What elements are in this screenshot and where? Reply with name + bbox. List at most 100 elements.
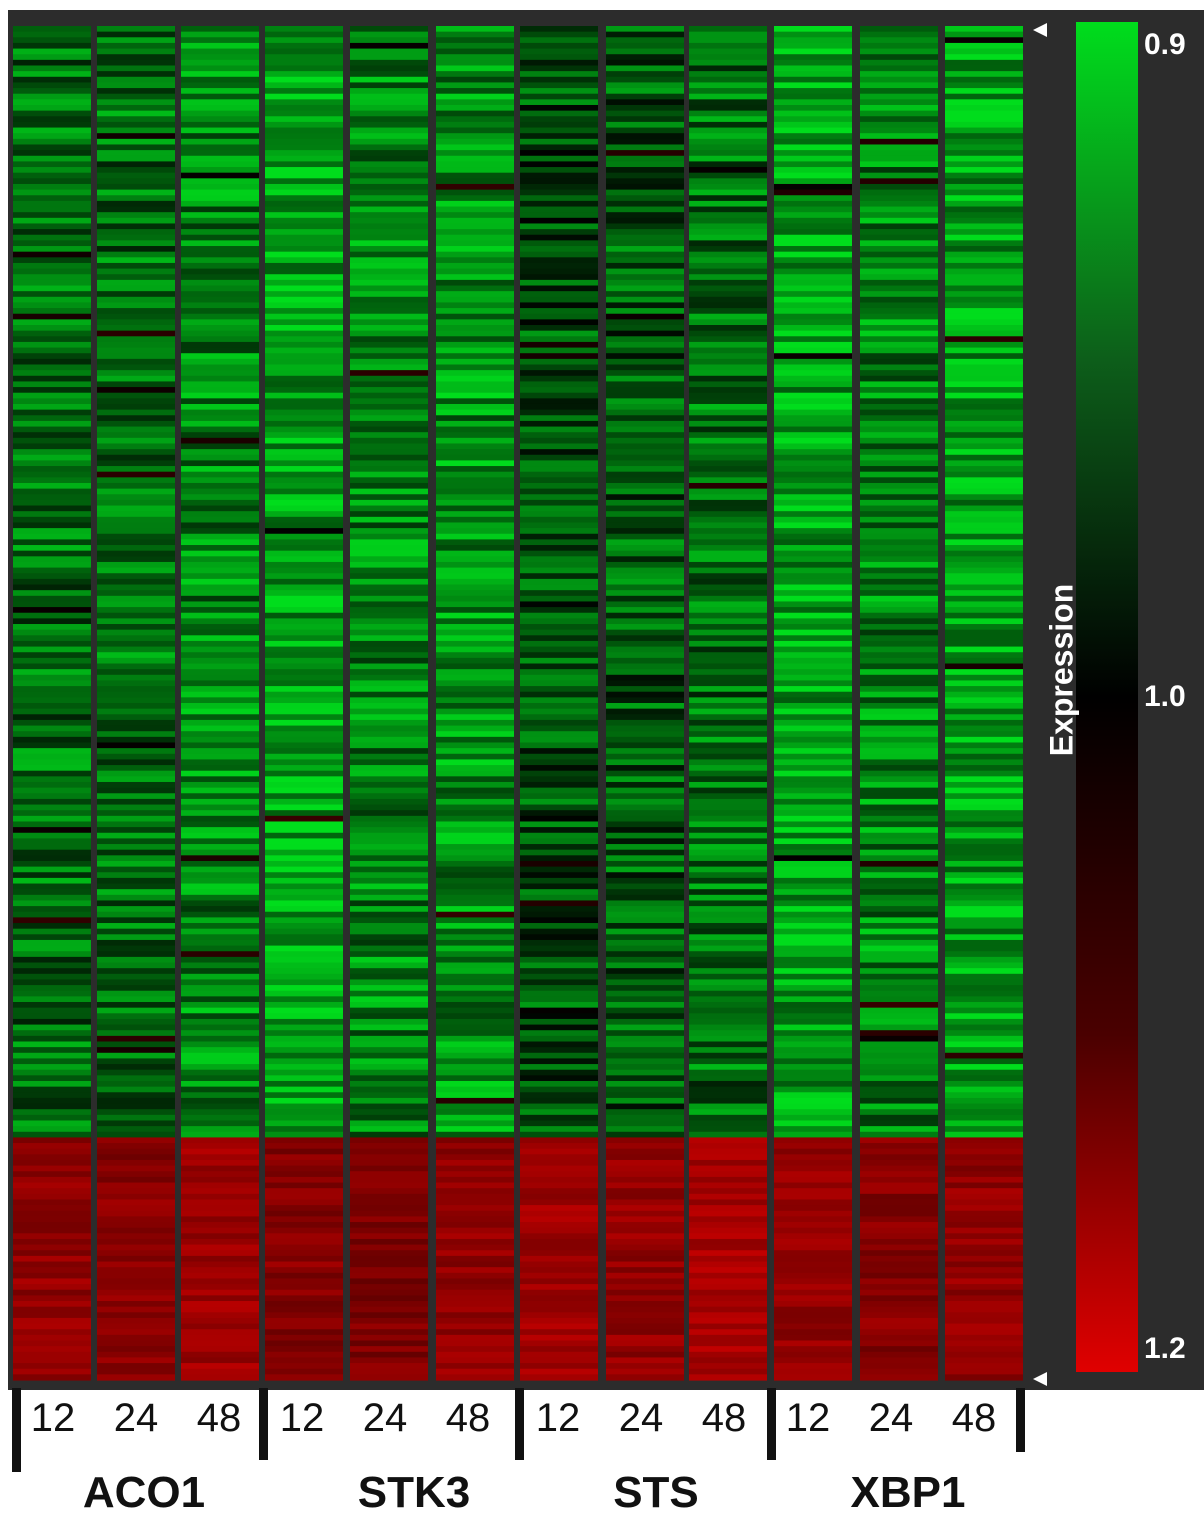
heatmap-cell — [350, 533, 428, 540]
heatmap-cell — [350, 1080, 428, 1088]
heatmap-cell — [606, 1188, 684, 1195]
heatmap-cell — [13, 1035, 91, 1043]
heatmap-cell — [689, 223, 767, 230]
heatmap-cell — [689, 595, 767, 603]
heatmap-cell — [606, 167, 684, 174]
heatmap-cell — [689, 838, 767, 845]
heatmap-cell — [520, 962, 598, 969]
heatmap-cell — [181, 200, 259, 208]
heatmap-cell — [265, 511, 343, 518]
heatmap-cell — [265, 590, 343, 597]
heatmap-cell — [181, 697, 259, 704]
heatmap-cell — [350, 968, 428, 975]
heatmap-cell — [181, 1075, 259, 1082]
heatmap-cell — [13, 956, 91, 964]
heatmap-cell — [13, 1052, 91, 1060]
heatmap-cell — [945, 635, 1023, 642]
heatmap-cell — [436, 443, 514, 450]
heatmap-cell — [13, 990, 91, 997]
heatmap-cell — [436, 1289, 514, 1296]
heatmap-cell — [97, 584, 175, 591]
heatmap-cell — [860, 167, 938, 174]
heatmap-cell — [606, 392, 684, 399]
heatmap-cell — [181, 392, 259, 399]
heatmap-cell — [774, 144, 852, 151]
heatmap-cell — [181, 1363, 259, 1370]
heatmap-cell — [774, 1092, 852, 1099]
heatmap-cell — [945, 855, 1023, 862]
heatmap-cell — [350, 443, 428, 450]
heatmap-cell — [860, 76, 938, 84]
heatmap-cell — [181, 82, 259, 89]
heatmap-cell — [350, 133, 428, 140]
heatmap-cell — [520, 832, 598, 839]
heatmap-cell — [520, 1368, 598, 1375]
heatmap-cell — [97, 1233, 175, 1240]
heatmap-cell — [13, 996, 91, 1003]
heatmap-cell — [181, 635, 259, 642]
heatmap-cell — [774, 522, 852, 529]
heatmap-cell — [860, 1052, 938, 1060]
heatmap-cell — [350, 144, 428, 151]
heatmap-cell — [350, 229, 428, 236]
heatmap-cell — [689, 420, 767, 428]
heatmap-cell — [689, 302, 767, 309]
heatmap-cell — [945, 680, 1023, 687]
heatmap-cell — [689, 962, 767, 969]
heatmap-cell — [350, 1272, 428, 1280]
heatmap-cell — [436, 26, 514, 33]
heatmap-cell — [436, 810, 514, 817]
heatmap-cell — [13, 1295, 91, 1302]
heatmap-cell — [774, 1075, 852, 1082]
heatmap-cell — [97, 1159, 175, 1167]
heatmap-cell — [774, 466, 852, 473]
heatmap-cell — [13, 781, 91, 789]
heatmap-cell — [606, 88, 684, 95]
heatmap-cell — [97, 268, 175, 275]
heatmap-cell — [945, 54, 1023, 61]
heatmap-cell — [436, 657, 514, 665]
heatmap-cell — [774, 652, 852, 659]
heatmap-cell — [13, 127, 91, 134]
heatmap-cell — [181, 59, 259, 67]
heatmap-cell — [13, 1126, 91, 1133]
heatmap-cell — [265, 776, 343, 783]
heatmap-cell — [689, 409, 767, 416]
heatmap-cell — [13, 877, 91, 885]
heatmap-cell — [860, 1188, 938, 1195]
heatmap-cell — [520, 1007, 598, 1014]
heatmap-cell — [860, 1250, 938, 1257]
heatmap-cell — [606, 381, 684, 388]
heatmap-cell — [945, 753, 1023, 761]
heatmap-cell — [265, 274, 343, 281]
heatmap-cell — [350, 1216, 428, 1223]
heatmap-cell — [606, 889, 684, 896]
heatmap-cell — [689, 956, 767, 964]
heatmap-cell — [606, 1131, 684, 1139]
heatmap-cell — [945, 1301, 1023, 1308]
heatmap-cell — [97, 939, 175, 947]
heatmap-cell — [265, 804, 343, 811]
heatmap-cell — [860, 1368, 938, 1375]
heatmap-cell — [97, 561, 175, 569]
heatmap-cell — [13, 449, 91, 456]
heatmap-cell — [97, 618, 175, 625]
heatmap-cell — [181, 37, 259, 44]
heatmap-cell — [181, 1323, 259, 1330]
heatmap-cell — [860, 798, 938, 806]
heatmap-cell — [606, 26, 684, 33]
heatmap-cell — [860, 1171, 938, 1178]
heatmap-cell — [689, 155, 767, 162]
heatmap-cell — [774, 612, 852, 619]
heatmap-cell — [97, 736, 175, 744]
heatmap-cell — [606, 426, 684, 433]
heatmap-cell — [350, 1289, 428, 1296]
heatmap-cell — [774, 257, 852, 264]
heatmap-cell — [350, 381, 428, 388]
heatmap-cell — [860, 883, 938, 890]
heatmap-cell — [520, 1148, 598, 1155]
heatmap-cell — [520, 567, 598, 574]
heatmap-cell — [689, 499, 767, 507]
colorbar — [1076, 22, 1138, 1372]
heatmap-cell — [97, 477, 175, 484]
